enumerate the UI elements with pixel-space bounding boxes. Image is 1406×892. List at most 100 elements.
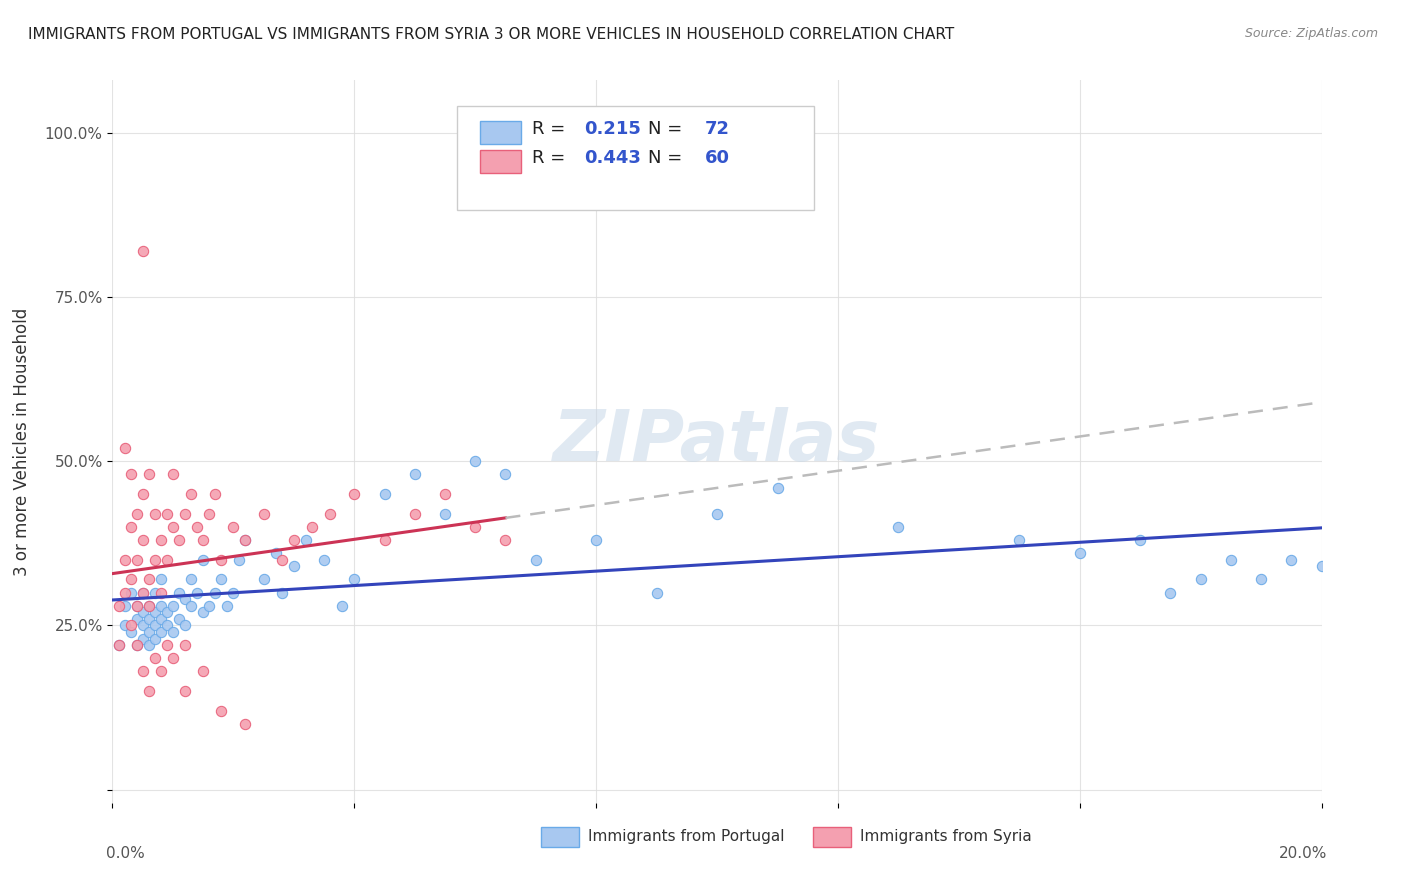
Point	[138, 638, 160, 652]
Point	[464, 454, 486, 468]
Point	[143, 585, 166, 599]
Point	[120, 618, 142, 632]
Point	[132, 585, 155, 599]
Point	[132, 618, 155, 632]
Point	[330, 599, 353, 613]
Point	[1189, 573, 1212, 587]
Point	[1008, 533, 1031, 547]
Point	[114, 618, 136, 632]
Point	[204, 487, 226, 501]
Point	[132, 244, 155, 258]
Point	[149, 585, 172, 599]
Text: 20.0%: 20.0%	[1279, 847, 1327, 861]
Point	[125, 553, 148, 567]
Text: ZIPatlas: ZIPatlas	[554, 407, 880, 476]
Point	[1279, 553, 1302, 567]
Point	[174, 618, 197, 632]
Point	[433, 507, 456, 521]
Point	[125, 599, 148, 613]
Point	[524, 553, 547, 567]
Point	[235, 533, 257, 547]
Point	[107, 638, 129, 652]
Point	[174, 638, 197, 652]
Point	[1250, 573, 1272, 587]
Text: R =: R =	[531, 120, 571, 137]
Point	[143, 553, 166, 567]
Point	[319, 507, 342, 521]
Point	[222, 585, 245, 599]
Point	[143, 507, 166, 521]
Point	[162, 599, 184, 613]
Text: 0.0%: 0.0%	[107, 847, 145, 861]
Point	[149, 573, 172, 587]
Point	[253, 573, 276, 587]
Point	[132, 487, 155, 501]
FancyBboxPatch shape	[479, 120, 522, 144]
Point	[295, 533, 318, 547]
Point	[132, 605, 155, 619]
Point	[120, 573, 142, 587]
Point	[138, 599, 160, 613]
Point	[120, 467, 142, 482]
Text: N =: N =	[648, 149, 688, 167]
Point	[149, 612, 172, 626]
Point	[167, 533, 190, 547]
Point	[162, 520, 184, 534]
Point	[228, 553, 250, 567]
Point	[174, 684, 197, 698]
Point	[114, 553, 136, 567]
Point	[156, 553, 179, 567]
Point	[404, 507, 426, 521]
FancyBboxPatch shape	[540, 827, 579, 847]
Point	[167, 612, 190, 626]
Text: R =: R =	[531, 149, 571, 167]
FancyBboxPatch shape	[813, 827, 851, 847]
Point	[138, 573, 160, 587]
Point	[204, 585, 226, 599]
Point	[143, 618, 166, 632]
Point	[162, 651, 184, 665]
Point	[149, 533, 172, 547]
Point	[374, 487, 396, 501]
Point	[125, 599, 148, 613]
FancyBboxPatch shape	[457, 105, 814, 211]
Point	[186, 585, 208, 599]
Point	[132, 665, 155, 679]
Point	[217, 599, 239, 613]
Text: Source: ZipAtlas.com: Source: ZipAtlas.com	[1244, 27, 1378, 40]
Point	[1129, 533, 1152, 547]
Point	[180, 487, 202, 501]
Point	[209, 704, 232, 718]
Point	[283, 533, 305, 547]
Point	[156, 605, 179, 619]
Point	[138, 612, 160, 626]
Point	[138, 599, 160, 613]
Point	[120, 520, 142, 534]
Point	[1069, 546, 1091, 560]
Point	[301, 520, 323, 534]
Text: Immigrants from Syria: Immigrants from Syria	[859, 830, 1032, 844]
Point	[191, 553, 214, 567]
Point	[132, 585, 155, 599]
Point	[125, 507, 148, 521]
Point	[156, 638, 179, 652]
Point	[209, 573, 232, 587]
Point	[156, 507, 179, 521]
Point	[270, 553, 292, 567]
Point	[235, 717, 257, 731]
Point	[270, 585, 292, 599]
Point	[1220, 553, 1243, 567]
Point	[162, 625, 184, 640]
Point	[191, 533, 214, 547]
Point	[180, 599, 202, 613]
Point	[264, 546, 287, 560]
Point	[114, 599, 136, 613]
Point	[132, 533, 155, 547]
Text: 0.215: 0.215	[583, 120, 641, 137]
Point	[143, 632, 166, 646]
Point	[495, 467, 517, 482]
Point	[191, 605, 214, 619]
Point	[138, 625, 160, 640]
Point	[125, 638, 148, 652]
Point	[314, 553, 336, 567]
